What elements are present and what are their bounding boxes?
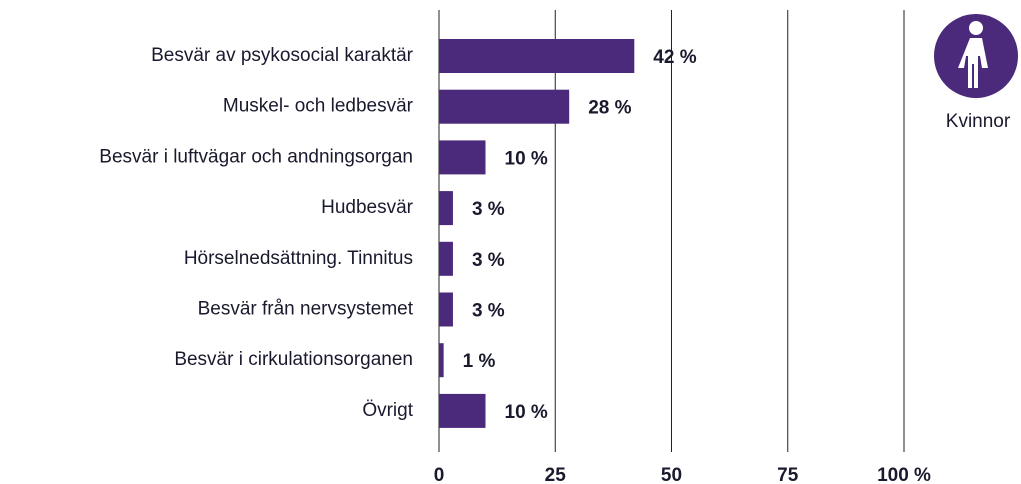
bar xyxy=(439,343,444,378)
bar xyxy=(439,140,486,175)
category-label: Hudbesvär xyxy=(321,197,414,218)
x-tick-label: 0 xyxy=(434,465,445,484)
value-label: 3 % xyxy=(472,250,505,271)
legend-label: Kvinnor xyxy=(946,111,1011,132)
category-label: Övrigt xyxy=(362,400,413,421)
value-label: 28 % xyxy=(588,98,631,119)
x-tick-label: 25 xyxy=(545,465,567,484)
legend-icon xyxy=(934,14,1018,98)
category-label: Besvär från nervsystemet xyxy=(198,299,414,320)
x-tick-label: 100 % xyxy=(877,465,931,484)
category-label: Muskel- och ledbesvär xyxy=(223,96,414,117)
value-label: 3 % xyxy=(472,199,505,220)
bar xyxy=(439,241,453,276)
bar xyxy=(439,39,635,73)
category-label: Hörselnedsättning. Tinnitus xyxy=(184,248,413,269)
value-label: 10 % xyxy=(505,402,548,423)
bar xyxy=(439,393,486,428)
category-label: Besvär i luftvägar och andningsorgan xyxy=(99,146,413,167)
value-label: 1 % xyxy=(463,351,496,372)
x-tick-label: 75 xyxy=(777,465,799,484)
category-label: Besvär i cirkulationsorganen xyxy=(174,349,413,370)
value-label: 10 % xyxy=(505,148,548,169)
x-tick-label: 50 xyxy=(661,465,682,484)
value-label: 42 % xyxy=(653,47,696,68)
category-label: Besvär av psykosocial karaktär xyxy=(151,45,414,66)
bar xyxy=(439,292,453,327)
bar xyxy=(439,191,453,226)
bar xyxy=(439,89,570,124)
value-label: 3 % xyxy=(472,301,505,322)
